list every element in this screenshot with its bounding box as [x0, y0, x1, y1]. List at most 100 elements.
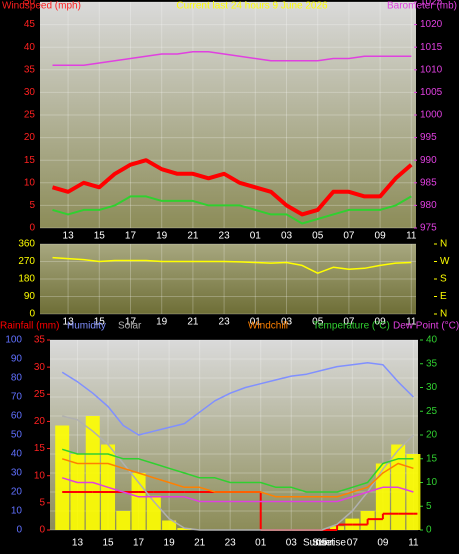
y-tick-label: 30 [11, 468, 23, 479]
y-tick-label: S [440, 274, 447, 285]
legend-entry: Windchill [248, 321, 288, 332]
plot-area [40, 244, 416, 314]
x-tick-label: 09 [377, 538, 389, 549]
x-tick-label: 19 [156, 231, 168, 242]
y-tick-label: 30 [34, 362, 46, 373]
y-tick-label: 15 [426, 453, 438, 464]
y-tick-label: 0 [16, 525, 22, 536]
y-tick-label: 40 [426, 335, 438, 346]
series-line [52, 256, 412, 274]
x-tick-label: 11 [406, 317, 417, 328]
solar-bar [85, 416, 100, 530]
series-line [52, 50, 412, 67]
y-tick-label: 35 [24, 64, 36, 75]
y-tick-label: 1025 [420, 0, 443, 8]
y-tick-label: 35 [34, 335, 46, 346]
series-line [62, 415, 414, 531]
series-line [61, 458, 414, 498]
x-tick-label: 11 [408, 538, 419, 549]
y-tick-label: 1020 [420, 19, 443, 30]
y-tick-label: 10 [34, 470, 46, 481]
x-tick-label: 01 [250, 231, 262, 242]
y-tick-label: 90 [11, 354, 23, 365]
x-tick-label: 17 [125, 317, 137, 328]
x-tick-label: 17 [133, 538, 145, 549]
solar-bar [177, 528, 192, 530]
y-tick-label: 10 [426, 477, 438, 488]
y-tick-label: 5 [426, 501, 432, 512]
y-tick-label: 975 [420, 223, 437, 234]
y-tick-label: 45 [24, 19, 36, 30]
y-tick-label: 20 [34, 416, 46, 427]
y-tick-label: 1015 [420, 42, 443, 53]
y-tick-label: 5 [29, 200, 35, 211]
x-tick-label: 13 [63, 317, 75, 328]
solar-bar [162, 520, 177, 530]
y-tick-label: 995 [420, 132, 437, 143]
y-tick-label: 40 [24, 42, 36, 53]
solar-bar [116, 511, 131, 530]
x-tick-label: 09 [375, 317, 387, 328]
x-tick-label: 05 [316, 538, 328, 549]
legend-entry: Solar [118, 321, 142, 332]
y-tick-label: 10 [24, 177, 36, 188]
y-tick-label: 980 [420, 200, 437, 211]
x-tick-label: 07 [347, 538, 359, 549]
y-tick-label: 0 [39, 525, 45, 536]
x-tick-label: 05 [312, 231, 324, 242]
annotation: Sunrise [312, 538, 346, 549]
x-tick-label: 23 [225, 538, 237, 549]
y-tick-label: W [440, 256, 450, 267]
legend-entry: Dew Point (°C) [393, 321, 459, 332]
x-tick-label: 19 [156, 317, 168, 328]
y-tick-label: N [440, 239, 447, 250]
x-tick-label: 05 [312, 317, 324, 328]
x-tick-label: 23 [219, 317, 231, 328]
x-tick-label: 03 [281, 317, 293, 328]
y-tick-label: 1010 [420, 64, 443, 75]
x-tick-label: 21 [187, 317, 199, 328]
x-tick-label: 15 [94, 231, 106, 242]
chart-title: Current last 24 hours 9 June 2026 [176, 1, 328, 12]
plot-area [40, 2, 416, 228]
y-tick-label: 25 [24, 110, 36, 121]
series-line [61, 362, 414, 436]
x-tick-label: 07 [343, 231, 355, 242]
x-tick-label: 15 [102, 538, 114, 549]
x-tick-label: 23 [219, 231, 231, 242]
x-tick-label: 07 [343, 317, 355, 328]
x-tick-label: 09 [375, 231, 387, 242]
x-tick-label: 13 [72, 538, 84, 549]
x-tick-label: 01 [250, 317, 262, 328]
y-tick-label: 70 [11, 392, 23, 403]
y-tick-label: 0 [29, 309, 35, 320]
y-tick-label: 20 [11, 487, 23, 498]
y-tick-label: N [440, 309, 447, 320]
x-tick-label: 17 [125, 231, 137, 242]
legend-entry: Temperature (°C) [313, 321, 390, 332]
series-line [61, 448, 414, 493]
legend-entry: Humidity [67, 321, 106, 332]
y-tick-label: 50 [11, 430, 23, 441]
y-tick-label: 1005 [420, 87, 443, 98]
y-tick-label: 5 [39, 497, 45, 508]
series-line [52, 195, 412, 225]
y-tick-label: 1000 [420, 110, 443, 121]
x-tick-label: 19 [164, 538, 176, 549]
y-tick-label: 25 [34, 389, 46, 400]
y-tick-label: 60 [11, 411, 23, 422]
y-tick-label: 180 [18, 274, 35, 285]
y-tick-label: 990 [420, 155, 437, 166]
y-tick-label: 35 [426, 358, 438, 369]
x-tick-label: 03 [281, 231, 293, 242]
y-tick-label: 10 [11, 506, 23, 517]
x-tick-label: 13 [63, 231, 75, 242]
x-tick-label: 21 [187, 231, 199, 242]
y-tick-label: 30 [24, 87, 36, 98]
x-tick-label: 01 [255, 538, 267, 549]
y-tick-label: 50 [24, 0, 36, 8]
y-tick-label: 0 [426, 525, 432, 536]
y-tick-label: 80 [11, 373, 23, 384]
y-tick-label: 40 [11, 449, 23, 460]
